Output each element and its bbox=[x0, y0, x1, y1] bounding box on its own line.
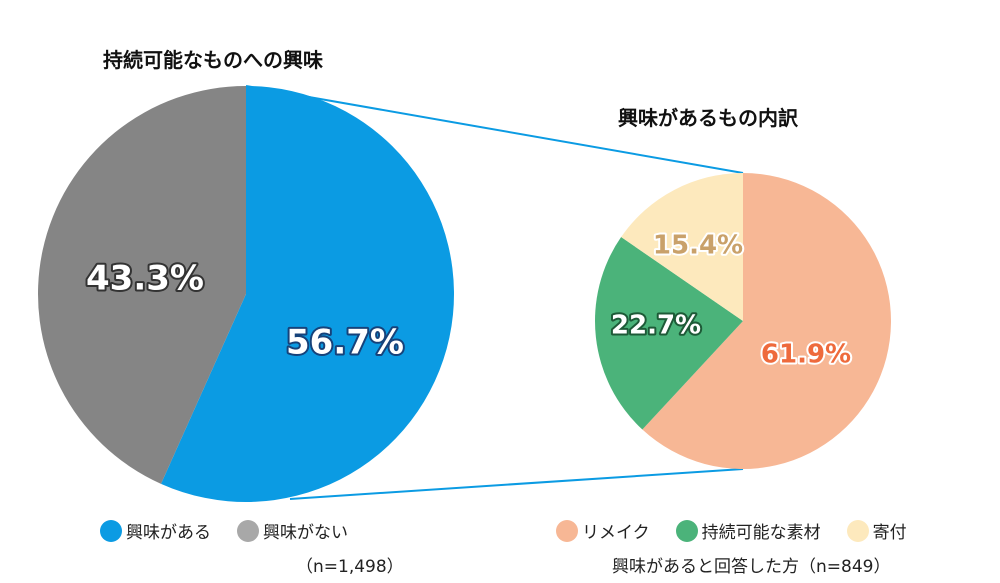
legend-item-donation: 寄付 bbox=[846, 518, 907, 543]
legend-swatch-sustainable-material bbox=[675, 519, 698, 542]
pie-interest: 56.7% 43.3% bbox=[37, 86, 455, 502]
sample-size-note-interest: （n=1,498） bbox=[296, 557, 404, 577]
interest-label-not-interested: 43.3% bbox=[86, 259, 204, 299]
breakdown-label-sustainable-material: 22.7% bbox=[611, 311, 701, 341]
sample-size-note-breakdown: 興味があると回答した方（n=849） bbox=[612, 557, 891, 577]
legend-label-donation: 寄付 bbox=[872, 523, 907, 543]
breakdown-slice-sustainable-material bbox=[595, 237, 743, 430]
connector-line-bottom bbox=[289, 468, 744, 500]
interest-label-interested: 56.7% bbox=[286, 323, 404, 363]
legend-label-sustainable-material: 持続可能な素材 bbox=[701, 523, 821, 543]
breakdown-label-donation: 15.4% bbox=[653, 231, 743, 261]
chart-title-interest: 持続可能なものへの興味 bbox=[103, 48, 323, 72]
legend-label-not-interested: 興味がない bbox=[263, 523, 348, 543]
legend-swatch-not-interested bbox=[237, 519, 259, 542]
breakdown-slice-donation bbox=[621, 173, 743, 321]
legend-item-sustainable-material: 持続可能な素材 bbox=[675, 518, 821, 543]
breakdown-slice-remake bbox=[642, 173, 891, 469]
interest-slice-not-interested bbox=[37, 86, 246, 484]
chart-title-breakdown: 興味があるもの内訳 bbox=[618, 106, 798, 130]
connector-lines bbox=[245, 85, 744, 500]
legend-label-interested: 興味がある bbox=[126, 523, 211, 543]
connector-line-top bbox=[245, 85, 744, 174]
legend-item-not-interested: 興味がない bbox=[237, 518, 348, 543]
breakdown-label-remake: 61.9% bbox=[761, 340, 851, 370]
interest-slice-interested bbox=[161, 86, 455, 502]
legend-swatch-remake bbox=[556, 519, 578, 542]
legend-label-remake: リメイク bbox=[582, 523, 650, 543]
legend-item-interested: 興味がある bbox=[100, 518, 211, 543]
legend-interest: 興味がある 興味がない bbox=[100, 518, 348, 543]
pie-breakdown: 61.9% 22.7% 15.4% bbox=[595, 173, 891, 469]
legend-swatch-donation bbox=[846, 519, 869, 542]
legend-swatch-interested bbox=[100, 519, 122, 542]
legend-item-remake: リメイク bbox=[556, 518, 650, 543]
legend-breakdown: リメイク 持続可能な素材 寄付 bbox=[556, 518, 907, 543]
